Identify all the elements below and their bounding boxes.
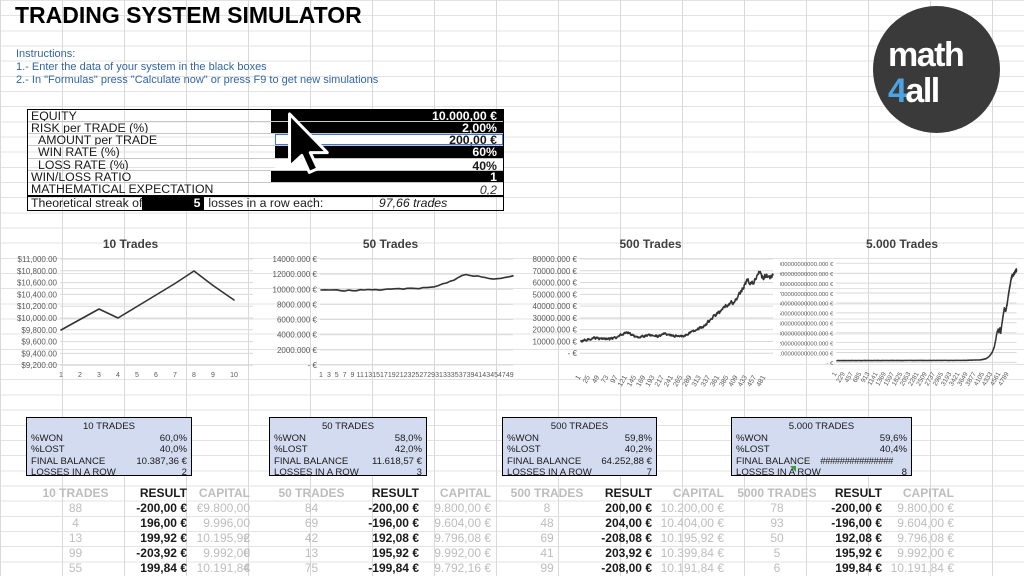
- svg-text:500000000000.000 €: 500000000000.000 €: [780, 312, 834, 318]
- svg-text:19: 19: [388, 372, 396, 379]
- svg-text:200000000000.000 €: 200000000000.000 €: [780, 341, 834, 347]
- svg-text:21: 21: [396, 372, 404, 379]
- svg-text:$11,000.00: $11,000.00: [18, 255, 58, 264]
- svg-text:10000.000 €: 10000.000 €: [533, 337, 578, 346]
- svg-text:80000.000 €: 80000.000 €: [533, 255, 578, 264]
- svg-text:10: 10: [230, 372, 238, 379]
- svg-text:1: 1: [319, 372, 323, 379]
- svg-text:31: 31: [435, 372, 443, 379]
- svg-text:$9,800.00: $9,800.00: [21, 326, 57, 335]
- svg-text:49: 49: [591, 374, 601, 384]
- svg-text:5: 5: [135, 372, 139, 379]
- svg-text:40000.000 €: 40000.000 €: [533, 302, 578, 311]
- svg-text:49: 49: [506, 372, 514, 379]
- svg-text:9: 9: [351, 372, 355, 379]
- svg-text:25: 25: [412, 372, 420, 379]
- svg-text:30000.000 €: 30000.000 €: [533, 314, 578, 323]
- svg-text:8000.000 €: 8000.000 €: [277, 300, 318, 309]
- svg-text:45: 45: [490, 372, 498, 379]
- svg-text:60000.000 €: 60000.000 €: [533, 279, 578, 288]
- svg-text:29: 29: [427, 372, 435, 379]
- svg-text:2: 2: [78, 372, 82, 379]
- svg-text:43: 43: [482, 372, 490, 379]
- svg-text:3: 3: [327, 372, 331, 379]
- svg-text:13: 13: [364, 372, 372, 379]
- svg-text:41: 41: [474, 372, 482, 379]
- svg-text:73: 73: [600, 374, 610, 384]
- svg-text:$10,600.00: $10,600.00: [17, 279, 58, 288]
- svg-text:600000000000.000 €: 600000000000.000 €: [780, 302, 834, 308]
- svg-text:- €: - €: [308, 361, 318, 370]
- svg-text:700000000000.000 €: 700000000000.000 €: [780, 292, 834, 298]
- svg-text:50000.000 €: 50000.000 €: [533, 290, 578, 299]
- svg-text:4: 4: [116, 372, 120, 379]
- svg-text:6: 6: [154, 372, 158, 379]
- svg-text:5: 5: [335, 372, 339, 379]
- svg-text:$9,600.00: $9,600.00: [21, 338, 57, 347]
- svg-text:10000.000 €: 10000.000 €: [273, 285, 318, 294]
- svg-text:12000.000 €: 12000.000 €: [273, 270, 318, 279]
- svg-text:15: 15: [372, 372, 380, 379]
- svg-text:8: 8: [192, 372, 196, 379]
- svg-text:- €: - €: [568, 349, 578, 358]
- svg-text:300000000000.000 €: 300000000000.000 €: [780, 331, 834, 337]
- svg-text:47: 47: [498, 372, 506, 379]
- svg-text:3: 3: [97, 372, 101, 379]
- svg-text:33: 33: [443, 372, 451, 379]
- svg-text:$10,000.00: $10,000.00: [17, 314, 58, 323]
- svg-text:70000.000 €: 70000.000 €: [533, 267, 578, 276]
- svg-text:1: 1: [59, 372, 63, 379]
- svg-text:39: 39: [467, 372, 475, 379]
- svg-text:100000000000.000 €: 100000000000.000 €: [780, 351, 834, 357]
- svg-text:20000.000 €: 20000.000 €: [533, 326, 578, 335]
- svg-text:9: 9: [211, 372, 215, 379]
- svg-text:27: 27: [419, 372, 427, 379]
- svg-text:14000.000 €: 14000.000 €: [273, 255, 318, 264]
- svg-text:11: 11: [357, 372, 364, 379]
- svg-text:$10,200.00: $10,200.00: [17, 302, 58, 311]
- svg-text:4000.000 €: 4000.000 €: [277, 331, 318, 340]
- svg-text:$10,400.00: $10,400.00: [17, 290, 58, 299]
- svg-text:900000000000.000 €: 900000000000.000 €: [780, 272, 834, 278]
- svg-text:1000000000000.000 €: 1000000000000.000 €: [780, 262, 834, 268]
- svg-text:17: 17: [380, 372, 388, 379]
- svg-text:35: 35: [451, 372, 459, 379]
- svg-text:25: 25: [582, 374, 592, 384]
- svg-text:481: 481: [756, 374, 768, 388]
- svg-text:2000.000 €: 2000.000 €: [277, 346, 318, 355]
- svg-text:23: 23: [404, 372, 412, 379]
- svg-text:$9,200.00: $9,200.00: [21, 361, 57, 370]
- svg-text:37: 37: [459, 372, 467, 379]
- svg-text:6000.000 €: 6000.000 €: [277, 316, 318, 325]
- svg-text:- €: - €: [826, 361, 834, 367]
- svg-text:7: 7: [173, 372, 177, 379]
- svg-text:400000000000.000 €: 400000000000.000 €: [780, 322, 834, 328]
- svg-text:$9,400.00: $9,400.00: [21, 349, 57, 358]
- svg-text:800000000000.000 €: 800000000000.000 €: [780, 282, 834, 288]
- svg-text:7: 7: [343, 372, 347, 379]
- svg-text:$10,800.00: $10,800.00: [17, 267, 58, 276]
